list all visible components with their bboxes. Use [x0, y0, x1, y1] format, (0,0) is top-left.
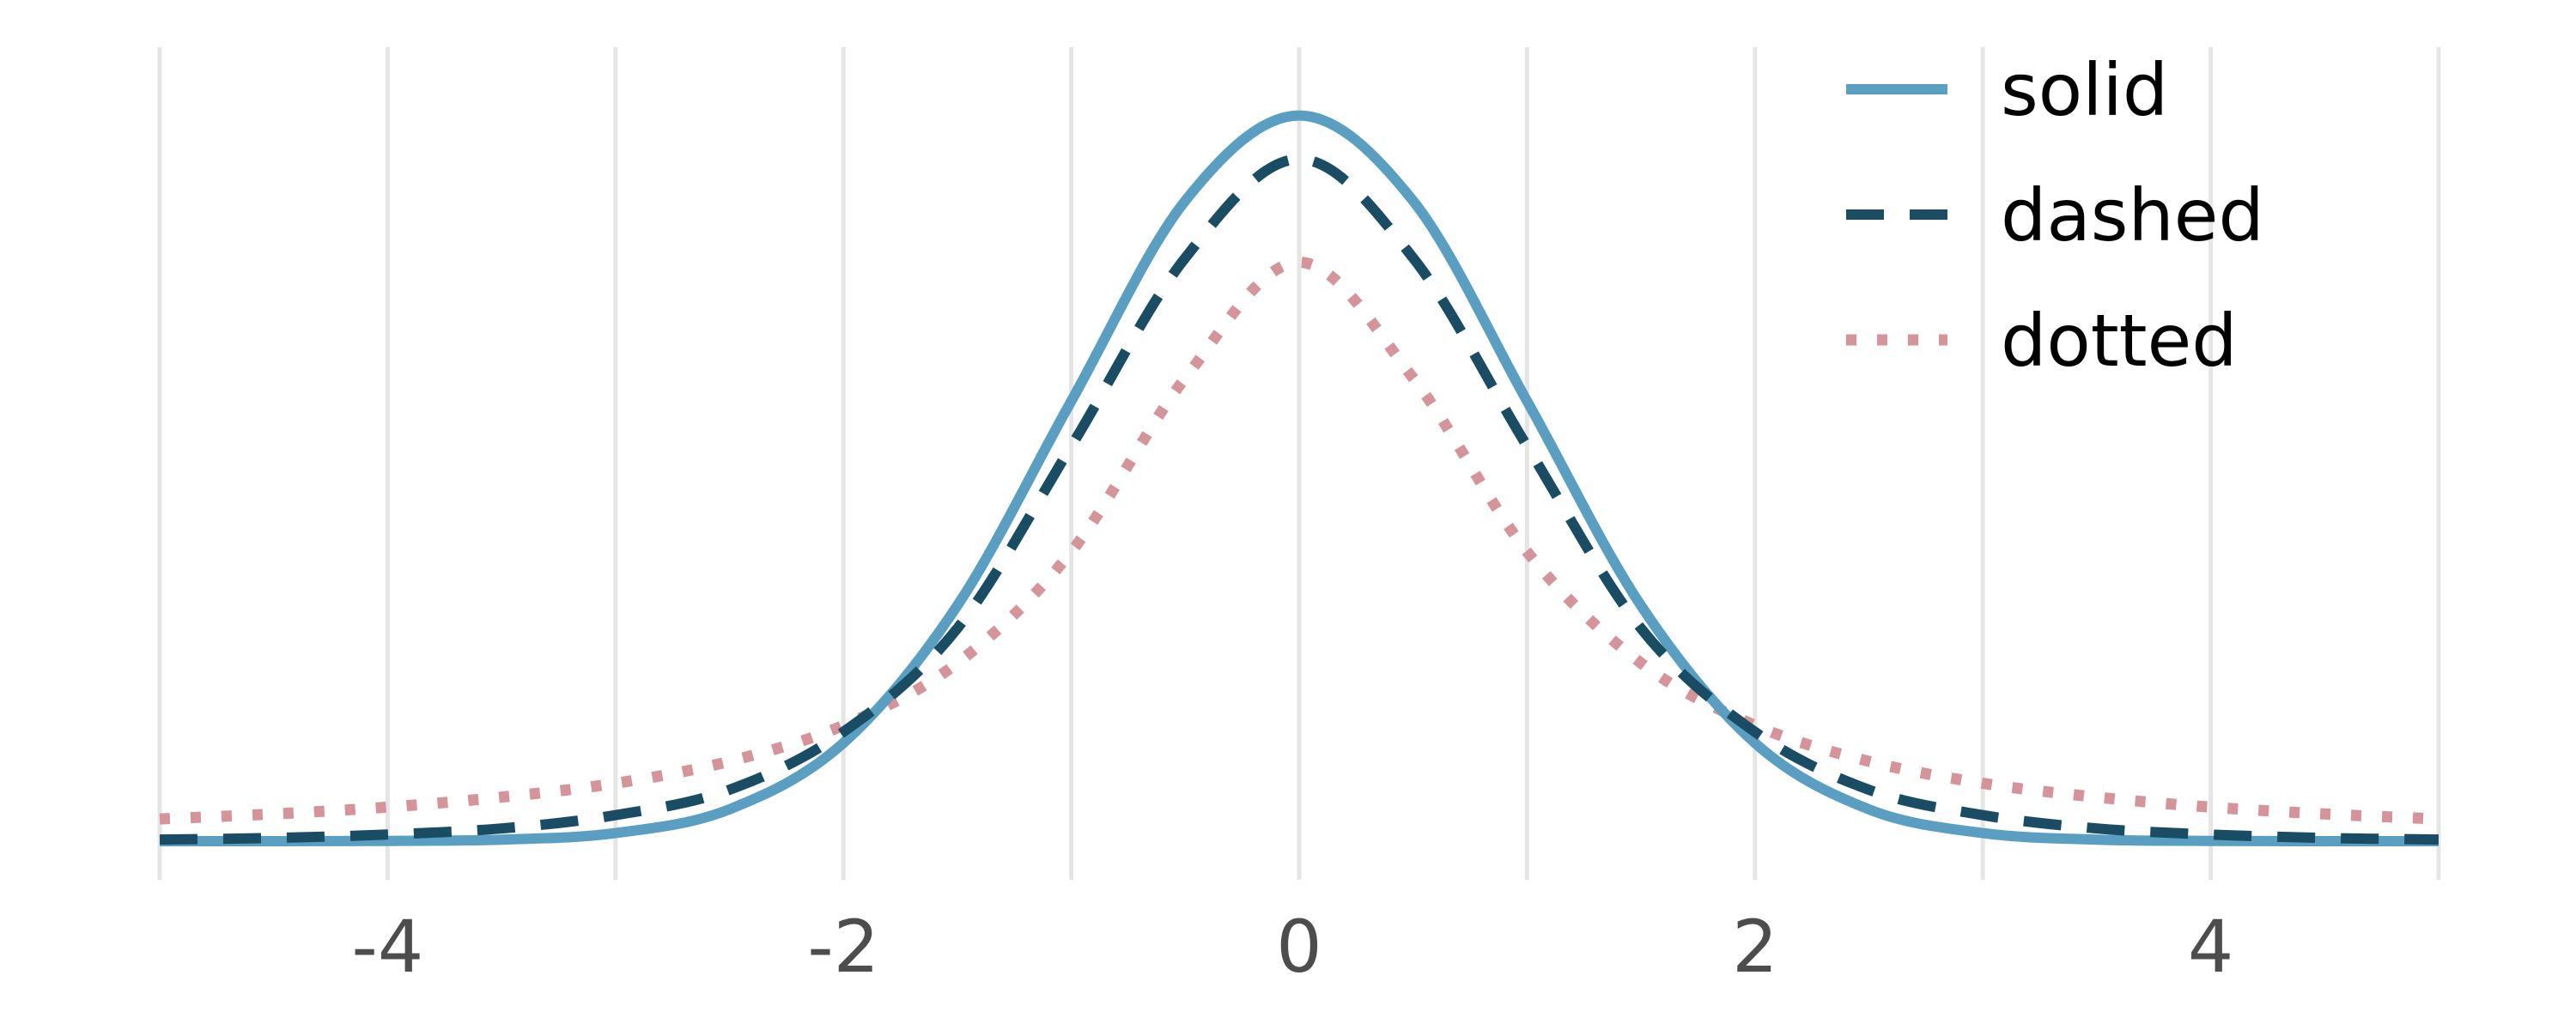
legend-label-dotted: dotted [2001, 299, 2238, 383]
x-tick-label: 0 [1276, 905, 1321, 989]
x-tick-label: -2 [807, 905, 879, 989]
legend-label-solid: solid [2001, 48, 2168, 132]
series-line-solid [160, 110, 2439, 847]
legend-label-dashed: dashed [2001, 173, 2264, 258]
x-tick-label: 4 [2188, 905, 2233, 989]
x-axis-ticks: -4 -2 0 2 4 [352, 905, 2234, 989]
series-line-dotted [159, 257, 2439, 825]
x-tick-label: 2 [1732, 905, 1777, 989]
series-lines [159, 110, 2439, 847]
legend: solid dashed dotted [1846, 48, 2264, 383]
x-tick-label: -4 [352, 905, 424, 989]
vertical-grid [157, 47, 2441, 880]
